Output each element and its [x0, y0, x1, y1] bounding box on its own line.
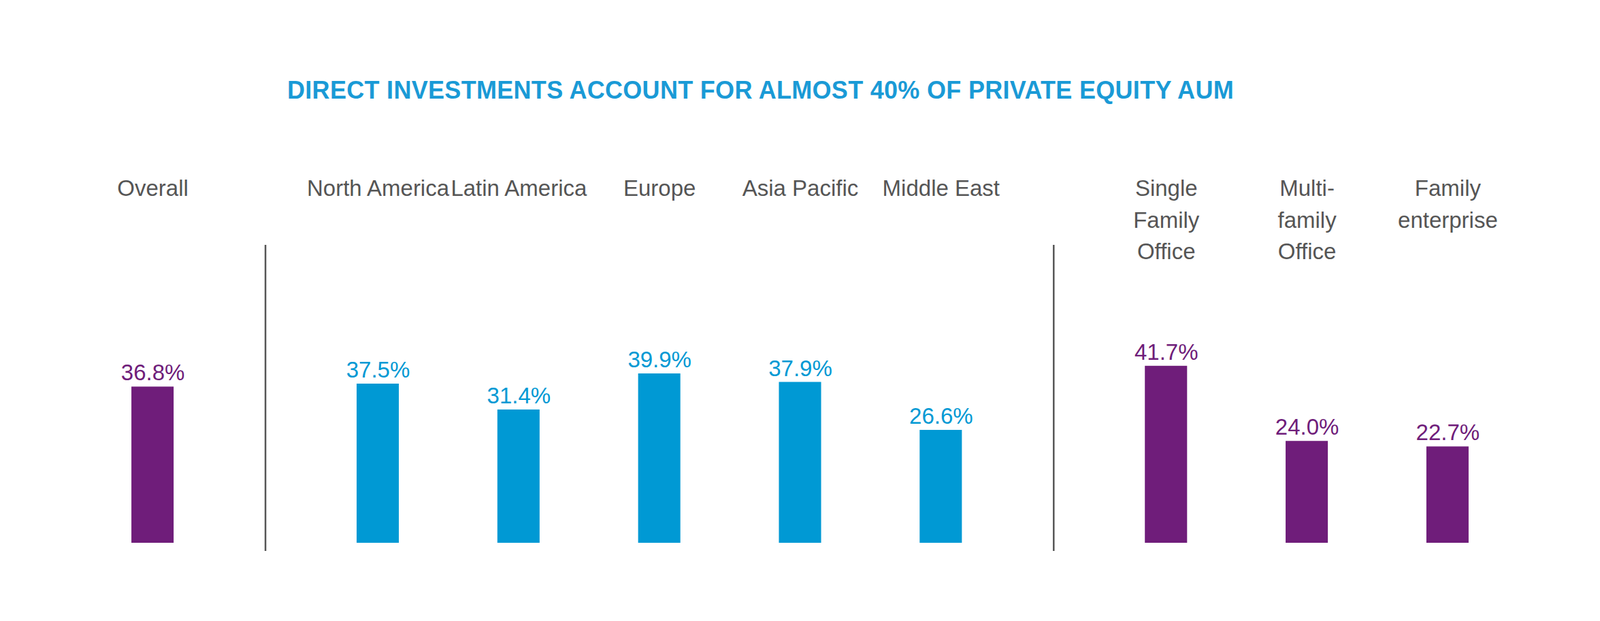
- svg-text:24.0%: 24.0%: [1275, 414, 1340, 440]
- svg-text:Overall: Overall: [117, 175, 189, 201]
- svg-text:31.4%: 31.4%: [487, 383, 552, 409]
- svg-text:Familyenterprise: Familyenterprise: [1397, 175, 1498, 233]
- svg-text:36.8%: 36.8%: [121, 360, 186, 386]
- svg-text:SingleFamilyOffice: SingleFamilyOffice: [1133, 175, 1200, 264]
- svg-text:Europe: Europe: [623, 175, 696, 201]
- svg-text:39.9%: 39.9%: [627, 347, 692, 373]
- svg-text:37.5%: 37.5%: [346, 357, 411, 383]
- svg-text:22.7%: 22.7%: [1416, 419, 1481, 446]
- html-text:DIRECT INVESTMENTS ACCOUNT FOR: DIRECT INVESTMENTS ACCOUNT FOR ALMOST 40…: [287, 76, 1234, 105]
- svg-text:Multi-familyOffice: Multi-familyOffice: [1277, 175, 1337, 264]
- svg-text:Middle East: Middle East: [882, 175, 1000, 201]
- svg-text:Latin America: Latin America: [450, 175, 588, 201]
- svg-text:26.6%: 26.6%: [909, 403, 974, 429]
- svg-text:Asia Pacific: Asia Pacific: [742, 175, 859, 201]
- svg-text:North America: North America: [306, 175, 450, 201]
- svg-text:41.7%: 41.7%: [1134, 339, 1199, 365]
- svg-text:37.9%: 37.9%: [768, 355, 833, 382]
